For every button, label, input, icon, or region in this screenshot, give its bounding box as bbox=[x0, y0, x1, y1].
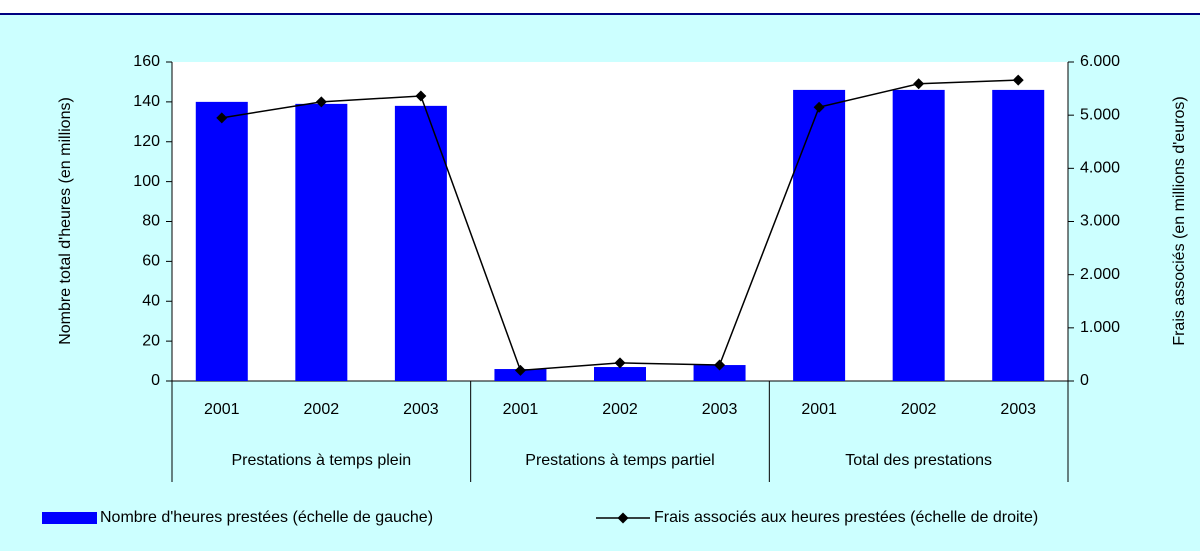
bar bbox=[693, 365, 746, 381]
legend-label: Nombre d'heures prestées (échelle de gau… bbox=[100, 509, 433, 526]
line-marker bbox=[315, 96, 327, 108]
y-tick-label: 140 bbox=[133, 93, 160, 110]
x-tick-label: 2003 bbox=[403, 401, 439, 418]
y2-tick-label: 5.000 bbox=[1080, 106, 1120, 123]
group-label: Prestations à temps plein bbox=[232, 452, 412, 469]
line-marker bbox=[813, 101, 825, 113]
bar bbox=[892, 89, 945, 381]
legend-marker bbox=[617, 512, 629, 524]
x-tick-label: 2002 bbox=[304, 401, 340, 418]
line-marker bbox=[913, 78, 925, 90]
bar bbox=[793, 89, 846, 381]
legend-swatch bbox=[42, 512, 97, 524]
y-axis-title: Nombre total d'heures (en millions) bbox=[57, 97, 74, 345]
line-marker bbox=[514, 364, 526, 376]
bar bbox=[992, 89, 1045, 381]
y2-tick-label: 1.000 bbox=[1080, 319, 1120, 336]
bar bbox=[195, 101, 248, 381]
line-marker bbox=[1012, 74, 1024, 86]
y-tick-label: 120 bbox=[133, 133, 160, 150]
line-marker bbox=[714, 359, 726, 371]
y-tick-label: 80 bbox=[142, 213, 160, 230]
line-marker bbox=[614, 357, 626, 369]
group-label: Prestations à temps partiel bbox=[525, 452, 714, 469]
x-tick-label: 2001 bbox=[503, 401, 539, 418]
x-tick-label: 2003 bbox=[702, 401, 738, 418]
bar bbox=[594, 367, 646, 381]
x-tick-label: 2002 bbox=[602, 401, 638, 418]
legend-label: Frais associés aux heures prestées (éche… bbox=[654, 509, 1038, 526]
bar bbox=[295, 103, 348, 382]
y-tick-label: 20 bbox=[142, 332, 160, 349]
y2-tick-label: 0 bbox=[1080, 372, 1089, 389]
y-tick-label: 0 bbox=[151, 372, 160, 389]
x-tick-label: 2003 bbox=[1000, 401, 1036, 418]
group-label: Total des prestations bbox=[845, 452, 992, 469]
bar bbox=[394, 105, 447, 382]
line-marker bbox=[415, 90, 427, 102]
y2-tick-label: 2.000 bbox=[1080, 266, 1120, 283]
x-tick-label: 2001 bbox=[801, 401, 837, 418]
y-tick-label: 60 bbox=[142, 253, 160, 270]
x-tick-label: 2001 bbox=[204, 401, 240, 418]
y2-axis-title: Frais associés (en millions d'euros) bbox=[1171, 96, 1188, 345]
y-tick-label: 160 bbox=[133, 53, 160, 70]
y2-tick-label: 4.000 bbox=[1080, 160, 1120, 177]
x-tick-label: 2002 bbox=[901, 401, 937, 418]
y2-tick-label: 3.000 bbox=[1080, 213, 1120, 230]
y-tick-label: 40 bbox=[142, 292, 160, 309]
y2-tick-label: 6.000 bbox=[1080, 53, 1120, 70]
y-tick-label: 100 bbox=[133, 173, 160, 190]
line-marker bbox=[216, 112, 228, 124]
